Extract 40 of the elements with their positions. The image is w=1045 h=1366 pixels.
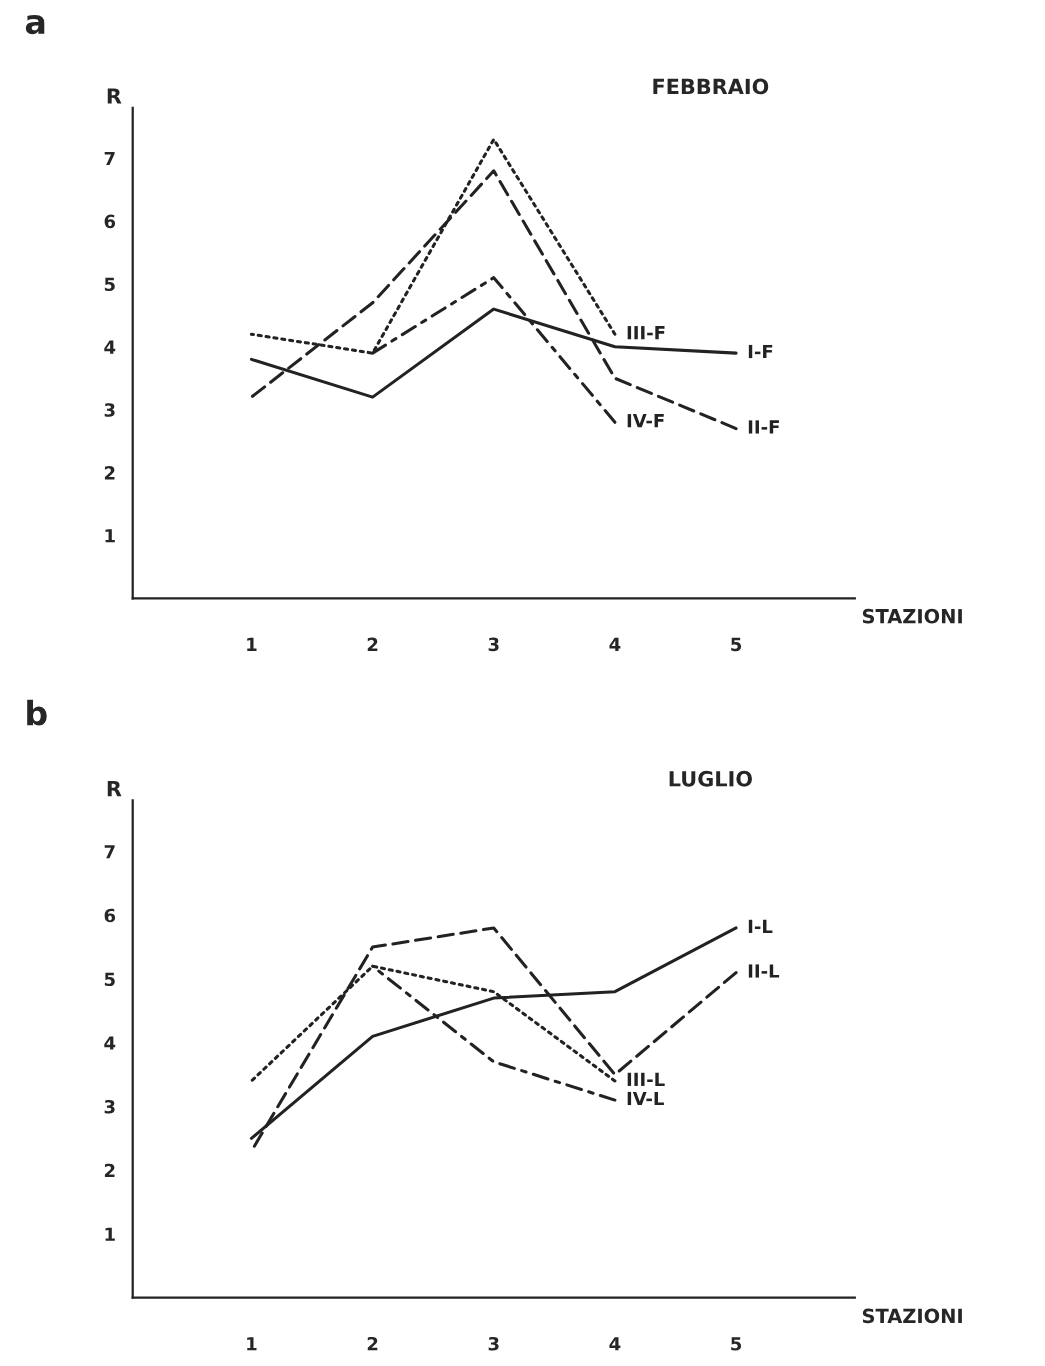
y-tick-label: 2 [104, 466, 115, 480]
chart-title: LUGLIO [669, 770, 752, 787]
y-tick-label: 7 [104, 845, 115, 859]
y-tick-label: 3 [104, 403, 115, 417]
series-label: IV-L [627, 1091, 664, 1106]
series-label: I-F [748, 344, 773, 359]
series-label: I-L [748, 919, 773, 933]
x-tick-label: 3 [488, 1336, 499, 1351]
chart-title: FEBBRAIO [653, 78, 769, 95]
x-tick-label: 2 [367, 1336, 378, 1351]
y-tick-label: 6 [104, 908, 116, 923]
y-tick-label: 4 [104, 340, 116, 354]
x-tick-label: 3 [488, 637, 499, 652]
text: a [25, 15, 45, 35]
y-tick-label: 7 [104, 151, 115, 166]
y-tick-label: 5 [104, 972, 115, 987]
text: b [27, 699, 47, 726]
y-axis-title: R [107, 88, 122, 104]
series-label: III-L [627, 1072, 665, 1086]
y-tick-label: 1 [105, 1227, 115, 1241]
y-tick-label: 2 [104, 1163, 115, 1178]
x-tick-label: 4 [609, 1337, 621, 1351]
x-tick-label: 4 [609, 637, 621, 651]
series-label: IV-F [627, 414, 664, 428]
x-axis-title: STAZIONI [862, 608, 962, 624]
x-tick-label: 5 [731, 637, 742, 652]
y-tick-label: 6 [104, 214, 116, 229]
series-label: II-L [748, 964, 780, 978]
y-axis-title: R [107, 780, 122, 797]
x-tick-label: 1 [247, 1337, 257, 1351]
x-tick-label: 2 [367, 637, 378, 651]
y-tick-label: 5 [104, 277, 115, 292]
series-label: II-F [748, 420, 779, 434]
y-tick-label: 3 [104, 1099, 115, 1114]
series-label: III-F [627, 326, 665, 340]
y-tick-label: 4 [104, 1036, 116, 1050]
x-tick-label: 5 [731, 1337, 742, 1351]
y-tick-label: 1 [105, 529, 115, 543]
x-axis-title: STAZIONI [862, 1308, 962, 1324]
x-tick-label: 1 [247, 637, 257, 651]
